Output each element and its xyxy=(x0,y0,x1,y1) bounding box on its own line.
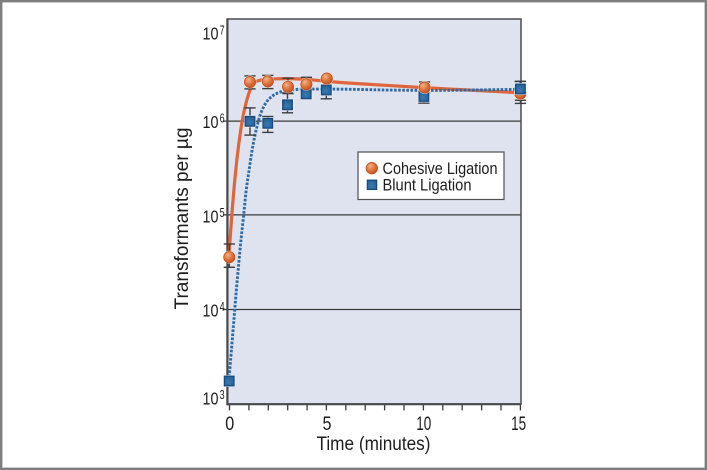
svg-text:5: 5 xyxy=(323,414,332,435)
svg-text:10: 10 xyxy=(203,389,219,409)
svg-text:5: 5 xyxy=(220,206,225,220)
svg-text:0: 0 xyxy=(225,414,234,435)
svg-text:10: 10 xyxy=(203,206,219,226)
svg-text:6: 6 xyxy=(220,112,225,126)
svg-text:10: 10 xyxy=(203,300,219,320)
svg-text:Time (minutes): Time (minutes) xyxy=(317,434,431,455)
svg-text:Cohesive Ligation: Cohesive Ligation xyxy=(383,160,498,178)
svg-text:7: 7 xyxy=(220,23,225,37)
svg-text:15: 15 xyxy=(511,414,526,435)
svg-text:10: 10 xyxy=(203,24,219,44)
svg-text:Transformants per µg: Transformants per µg xyxy=(172,128,193,310)
svg-text:3: 3 xyxy=(220,388,225,402)
svg-text:10: 10 xyxy=(416,414,431,435)
svg-text:10: 10 xyxy=(203,112,219,132)
svg-text:4: 4 xyxy=(220,300,225,314)
svg-text:Blunt Ligation: Blunt Ligation xyxy=(383,177,472,195)
